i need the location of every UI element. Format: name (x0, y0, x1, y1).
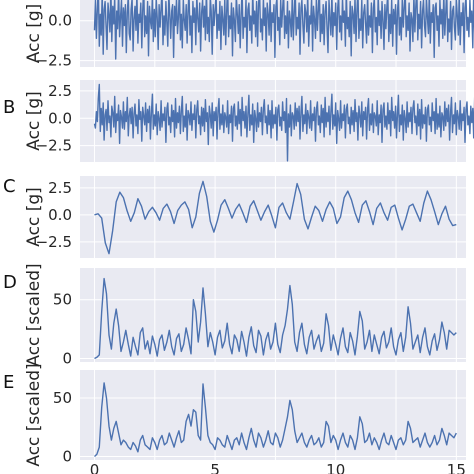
y-tick-label: 0 (62, 447, 72, 465)
panel-b: −2.5 0.0 2.5 B Acc [g] (3, 80, 474, 162)
y-tick-label: 50 (53, 389, 72, 407)
data-line (94, 382, 457, 458)
y-tick-label: 2.5 (48, 179, 72, 197)
panel-letter: B (3, 97, 15, 118)
y-tick-label: 0 (62, 349, 72, 367)
x-tick-label: 15 (447, 461, 466, 474)
panel-letter: A (3, 0, 16, 1)
panel-d: 0 50 D Acc [scaled] (3, 263, 466, 367)
data-line (94, 277, 457, 360)
panel-a: −2.50.02.5AAcc [g] (3, 0, 474, 70)
y-tick-label: −2.5 (36, 137, 72, 155)
y-axis-label: Acc [scaled] (24, 363, 44, 466)
x-tick-label: 10 (326, 461, 345, 474)
y-axis-label: Acc [g] (24, 187, 44, 246)
y-tick-label: 50 (53, 291, 72, 309)
y-tick-label: −2.5 (36, 233, 72, 251)
panel-c: −2.5 0.0 2.5 C Acc [g] (3, 176, 466, 258)
y-tick-label: −2.5 (36, 52, 72, 70)
y-tick-label: 0.0 (48, 109, 72, 127)
x-tick-label: 5 (210, 461, 220, 474)
y-axis-label: Acc [g] (24, 91, 44, 150)
data-line (93, 0, 474, 60)
y-axis-label: Acc [g] (24, 4, 44, 63)
y-axis-label: Acc [scaled] (24, 263, 44, 366)
panel-letter: E (3, 372, 14, 393)
x-tick-label: 0 (90, 461, 100, 474)
data-line (93, 83, 474, 162)
panel-letter: C (3, 176, 16, 197)
y-tick-label: 2.5 (48, 82, 72, 100)
panel-letter: D (3, 272, 17, 293)
y-tick-label: 0.0 (48, 206, 72, 224)
data-line (94, 180, 457, 255)
y-tick-label: 0.0 (48, 12, 72, 30)
panel-e: 0 50 E Acc [scaled] 0 5 10 15 (3, 363, 466, 474)
panel-background (80, 370, 466, 460)
